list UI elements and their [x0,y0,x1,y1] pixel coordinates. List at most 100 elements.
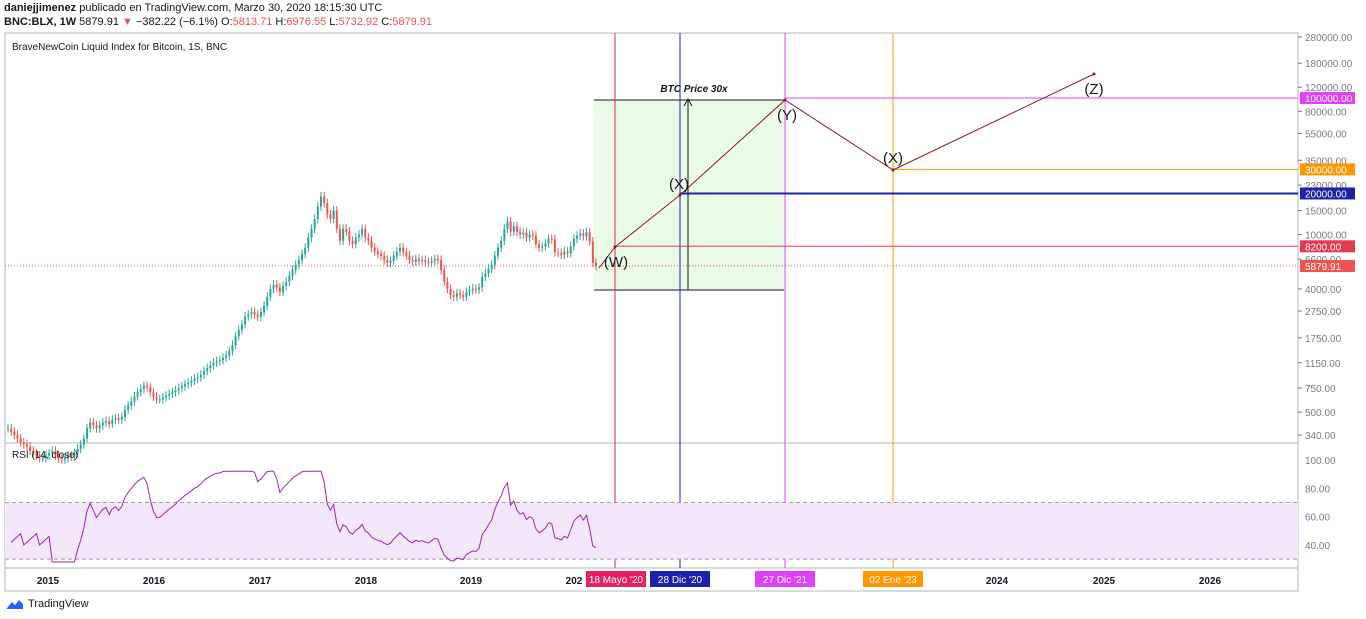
candle-body [98,425,101,429]
candle-body [269,288,272,297]
time-marker-badge-label: 02 Ene '23 [869,575,917,586]
candle-body [117,418,120,420]
price-tick-label: 500.00 [1305,408,1336,419]
candle-body [218,360,221,362]
candle-body [240,324,243,330]
price-tick-label: 55000.00 [1305,129,1347,140]
candle-body [168,393,171,396]
time-marker-badge [586,571,646,587]
candle-body [525,232,528,238]
projection-box [594,100,784,290]
candle-body [234,336,237,346]
candle-body [149,387,152,393]
candle-body [335,210,338,229]
publish-info: daniejjimenez publicado en TradingView.c… [4,2,382,14]
candle-body [313,218,316,229]
candle-body [158,399,161,401]
candle-body [155,396,158,400]
candle-body [146,385,149,388]
time-tick-label: 2024 [986,576,1009,587]
candle-body [348,231,351,241]
candle-body [560,253,563,255]
price-tick-label: 180000.00 [1305,59,1353,70]
candle-body [553,239,556,253]
candle-body [326,203,329,215]
wave-label: (X) [883,150,903,167]
candle-body [120,417,123,420]
candle-body [266,296,269,306]
symbol-label: BNC:BLX, 1W [4,16,77,28]
candle-body [440,260,443,270]
candle-body [35,453,38,456]
candle-body [449,288,452,296]
candle-body [474,288,477,290]
price-tick-label: 120000.00 [1305,83,1353,94]
candle-body [582,233,585,237]
price-level-badge [1300,240,1355,253]
candle-body [528,234,531,238]
candle-body [544,243,547,247]
candle-body [424,260,427,262]
candle-body [338,228,341,241]
candle-body [443,269,446,282]
candle-body [67,455,70,459]
projection-box-label: BTC Price 30x [660,84,728,95]
candle-body [497,247,499,256]
price-level-badge [1300,187,1355,200]
chart-frame [4,32,1299,592]
wave-label: (Z) [1084,81,1103,98]
candle-body [395,251,398,256]
low-value: 5732.92 [338,16,379,28]
candle-body [177,388,180,391]
candle-body [79,444,82,449]
candle-body [212,362,215,366]
candle-body [60,458,63,460]
candle-body [231,345,234,352]
candle-body [538,244,541,248]
rsi-tick-label: 80.00 [1305,484,1330,495]
candle-body [63,458,66,460]
candle-body [10,428,13,432]
candle-body [462,295,465,297]
wave-point [613,245,617,249]
candle-body [421,260,424,262]
candle-body [193,378,196,381]
tradingview-footer[interactable]: TradingView [6,598,89,610]
rsi-title: RSI (14, close) [12,450,78,461]
candle-body [345,228,348,232]
candle-body [351,240,354,245]
candle-body [572,238,575,247]
rsi-line [10,470,597,563]
candle-body [73,453,76,457]
candle-body [579,233,582,236]
wave-point [1092,72,1096,76]
candle-body [136,392,139,397]
author-name[interactable]: daniejjimenez [4,2,77,14]
candle-body [86,428,89,439]
candle-body [209,365,212,369]
wave-label: (W) [604,254,628,271]
candle-body [288,275,291,282]
close-label: C: [381,16,393,28]
candle-body [165,395,168,398]
candle-body [225,355,228,358]
candle-body [452,295,455,297]
ohlc-legend: BNC:BLX, 1W 5879.91 ▼ −382.22 (−6.1%) O:… [4,16,432,28]
price-tick-label: 750.00 [1305,384,1336,395]
candle-body [48,453,51,456]
candle-body [503,228,506,241]
candle-body [361,228,364,235]
candle-body [405,252,408,256]
candle-body [184,384,187,387]
candle-body [282,285,285,292]
candle-body [307,237,310,248]
candle-body [190,380,193,383]
price-level-badge-label: 8200.00 [1305,242,1342,253]
price-tick-label: 80000.00 [1305,107,1347,118]
candle-body [367,237,370,241]
close-value: 5879.91 [392,16,433,28]
candle-body [446,281,449,289]
candle-body [386,260,389,263]
candle-body [569,246,572,254]
